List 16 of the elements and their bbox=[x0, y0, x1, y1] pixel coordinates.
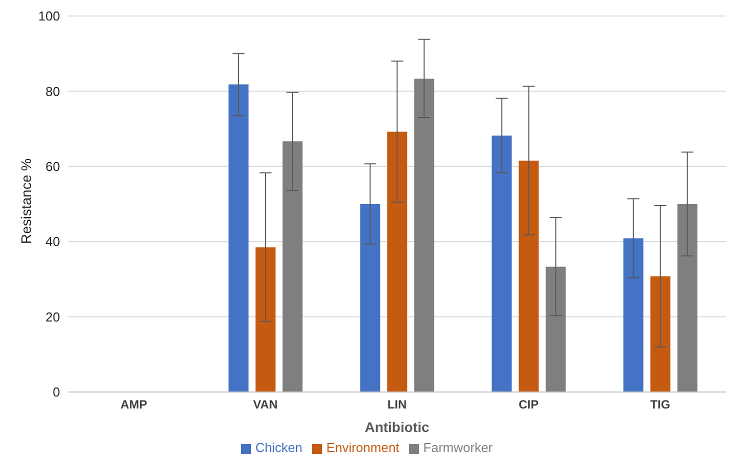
y-tick-label: 0 bbox=[52, 384, 60, 400]
y-tick-label: 40 bbox=[46, 234, 60, 250]
y-tick-label: 20 bbox=[46, 309, 60, 324]
x-tick-label: AMP bbox=[120, 398, 148, 412]
x-axis-title: Antibiotic bbox=[364, 419, 430, 435]
x-tick-label: LIN bbox=[387, 398, 407, 412]
y-tick-label: 80 bbox=[46, 84, 60, 99]
y-axis-title: Resistance % bbox=[18, 158, 34, 244]
legend-label: Chicken bbox=[255, 440, 302, 455]
y-tick-label: 60 bbox=[46, 159, 60, 174]
legend-label: Environment bbox=[326, 440, 400, 455]
legend-label: Farmworker bbox=[423, 440, 493, 455]
x-tick-label: VAN bbox=[253, 398, 278, 412]
y-tick-label: 100 bbox=[38, 8, 60, 24]
x-tick-label: CIP bbox=[518, 398, 539, 412]
x-tick-label: TIG bbox=[650, 398, 670, 412]
